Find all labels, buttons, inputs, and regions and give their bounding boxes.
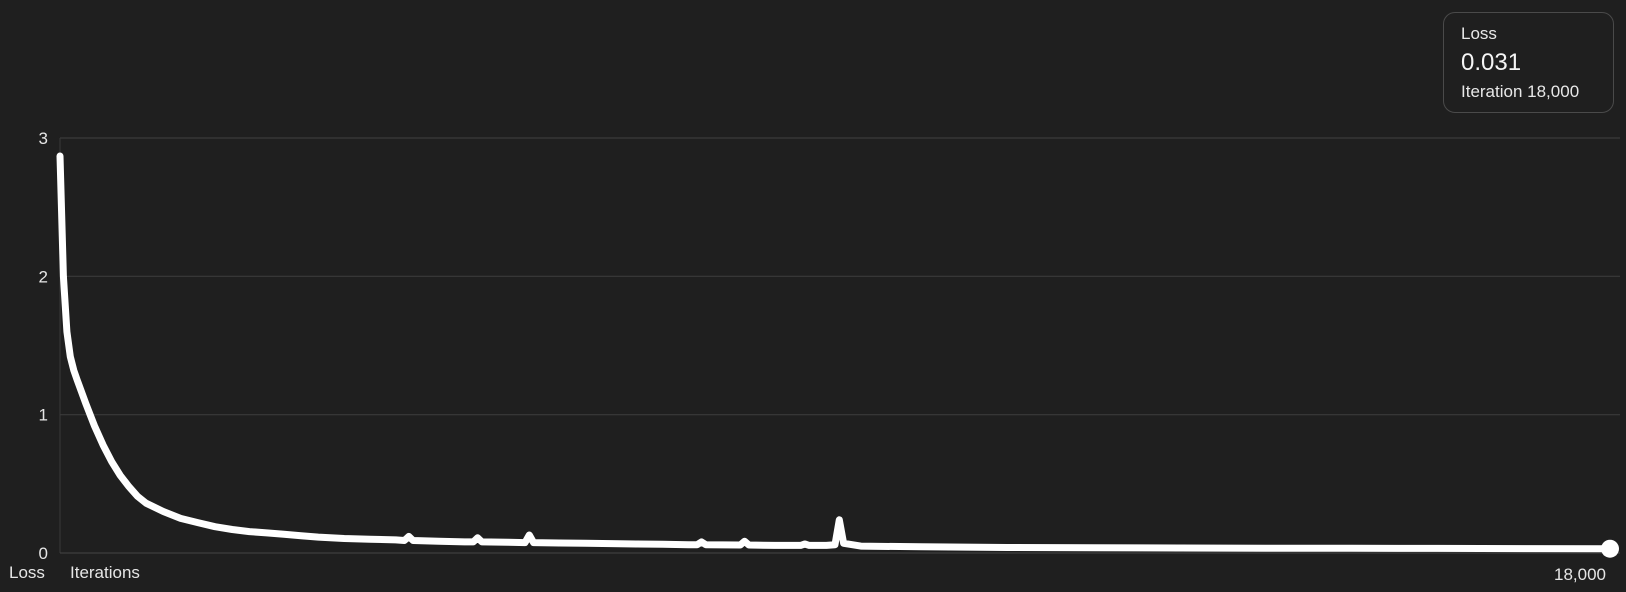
loss-readout-card: Loss 0.031 Iteration 18,000	[1443, 12, 1614, 113]
series-layer	[56, 152, 1619, 558]
loss-series-line	[56, 152, 1614, 553]
readout-value: 0.031	[1461, 49, 1522, 76]
readout-title: Loss	[1461, 24, 1497, 43]
x-tick-labels: 18,000	[1554, 565, 1606, 584]
y-tick-labels: 0 1 2 3	[39, 129, 48, 563]
y-tick-label: 0	[39, 544, 48, 563]
y-tick-label: 3	[39, 129, 48, 148]
x-tick-label: 18,000	[1554, 565, 1606, 584]
y-tick-label: 2	[39, 267, 48, 286]
readout-iteration: Iteration 18,000	[1461, 82, 1580, 101]
grid-layer	[59, 137, 1620, 554]
y-axis-label: Loss	[9, 563, 45, 582]
x-axis-label: Iterations	[70, 563, 140, 582]
y-tick-label: 1	[39, 406, 48, 425]
current-point-marker	[1601, 539, 1619, 558]
